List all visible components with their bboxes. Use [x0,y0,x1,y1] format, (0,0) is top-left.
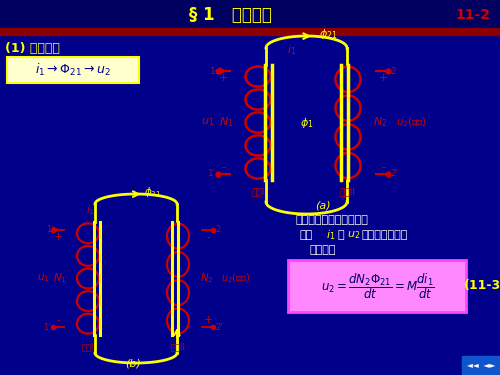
Text: $N_1$: $N_1$ [53,272,67,285]
Text: 确定: 确定 [300,230,313,240]
Text: $u_1$: $u_1$ [36,273,50,284]
Text: § 1   基本概念: § 1 基本概念 [188,6,272,24]
Text: 2: 2 [390,66,396,75]
Text: $u_2$(开路): $u_2$(开路) [396,116,427,129]
Text: +: + [218,73,228,83]
Bar [0,28,500,35]
Text: 1': 1' [44,322,51,332]
Text: $u_2$(开路): $u_2$(开路) [221,272,250,285]
Text: 2: 2 [215,225,220,234]
Bar [462,356,500,375]
Text: (a): (a) [315,201,331,211]
Text: $N_2$: $N_2$ [200,272,214,285]
Text: ◄◄  ◄►: ◄◄ ◄► [467,360,495,369]
Text: $N_2$: $N_2$ [373,116,387,129]
Text: +: + [378,73,388,83]
Text: (11-3): (11-3) [464,279,500,292]
Text: +: + [204,315,212,325]
Text: 线圈II: 线圈II [170,342,186,351]
Text: 两次运用右手螺旋法则，: 两次运用右手螺旋法则， [295,215,368,225]
Text: $u_1$: $u_1$ [202,117,214,128]
Text: -: - [381,162,385,172]
Text: $i_1$: $i_1$ [287,43,296,57]
Text: (1) 互感电压: (1) 互感电压 [5,42,60,54]
Text: 、: 、 [337,230,344,240]
Text: 1': 1' [208,170,216,178]
Text: (b): (b) [125,358,141,368]
Text: 线圈I: 线圈I [82,342,94,351]
Text: 方可运用: 方可运用 [310,245,336,255]
Text: $u_2 = \dfrac{dN_2\Phi_{21}}{dt} = M\dfrac{di_1}{dt}$: $u_2 = \dfrac{dN_2\Phi_{21}}{dt} = M\dfr… [321,271,435,301]
Bar [288,260,466,312]
Text: 2': 2' [390,170,398,178]
Text: $\phi_{21}$: $\phi_{21}$ [318,27,337,41]
Text: -: - [56,315,60,325]
Text: 的参考方向后，: 的参考方向后， [361,230,408,240]
Text: $N_1$: $N_1$ [218,116,234,129]
Text: -: - [221,162,225,172]
Text: $i_1$: $i_1$ [326,228,336,242]
Bar [0,0,500,28]
Text: $\phi_{21}$: $\phi_{21}$ [144,185,162,199]
FancyBboxPatch shape [7,57,139,83]
Text: 线圈I: 线圈I [252,188,264,196]
Text: -: - [206,232,210,242]
Text: 线圈II: 线圈II [340,188,356,196]
Text: $u_2$: $u_2$ [347,229,360,241]
Text: $i_1$: $i_1$ [86,203,94,217]
Text: $\phi_1$: $\phi_1$ [300,116,314,129]
Text: 1: 1 [46,225,51,234]
Text: $i_1 \rightarrow \Phi_{21} \rightarrow u_2$: $i_1 \rightarrow \Phi_{21} \rightarrow u… [35,62,111,78]
Text: +: + [54,232,62,242]
Text: 2': 2' [215,322,222,332]
Text: 1: 1 [210,66,216,75]
Text: 11-2: 11-2 [455,8,490,22]
